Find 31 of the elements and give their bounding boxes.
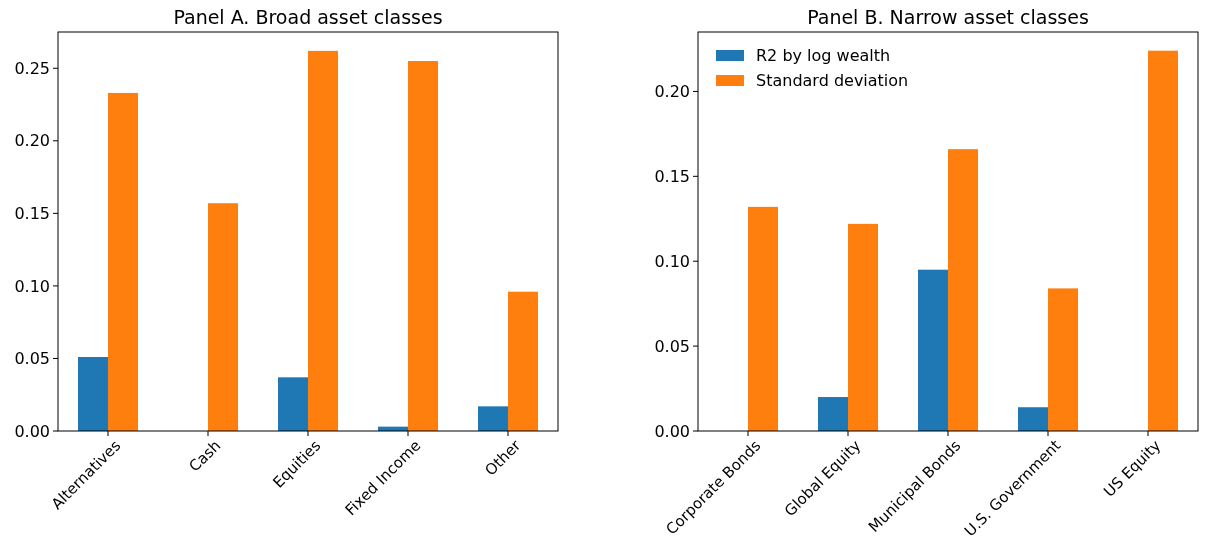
bar — [478, 406, 508, 431]
bar — [78, 357, 108, 431]
y-tick-label: 0.10 — [654, 251, 690, 271]
bar — [848, 223, 878, 431]
chart-title: Panel A. Broad asset classes — [173, 6, 443, 28]
y-tick-label: 0.10 — [14, 276, 50, 296]
bar — [508, 291, 538, 431]
y-tick-label: 0.05 — [654, 336, 690, 356]
y-tick-label: 0.00 — [654, 421, 690, 441]
bar — [818, 397, 848, 431]
bar — [948, 149, 978, 431]
bar — [1048, 288, 1078, 431]
y-tick-label: 0.20 — [14, 131, 50, 151]
legend-label: Standard deviation — [756, 71, 909, 90]
bar — [278, 377, 308, 431]
bar — [1148, 50, 1178, 431]
y-tick-label: 0.15 — [654, 166, 690, 186]
bar — [308, 50, 338, 431]
bar — [408, 61, 438, 431]
bar — [918, 269, 948, 431]
chart-title: Panel B. Narrow asset classes — [807, 6, 1089, 28]
y-tick-label: 0.05 — [14, 349, 50, 369]
bar — [208, 203, 238, 431]
y-tick-label: 0.25 — [14, 58, 50, 78]
bar — [748, 206, 778, 431]
legend-label: R2 by log wealth — [756, 46, 891, 65]
y-tick-label: 0.00 — [14, 421, 50, 441]
y-tick-label: 0.20 — [654, 82, 690, 102]
bar — [108, 92, 138, 431]
y-tick-label: 0.15 — [14, 203, 50, 223]
bar — [1018, 407, 1048, 431]
